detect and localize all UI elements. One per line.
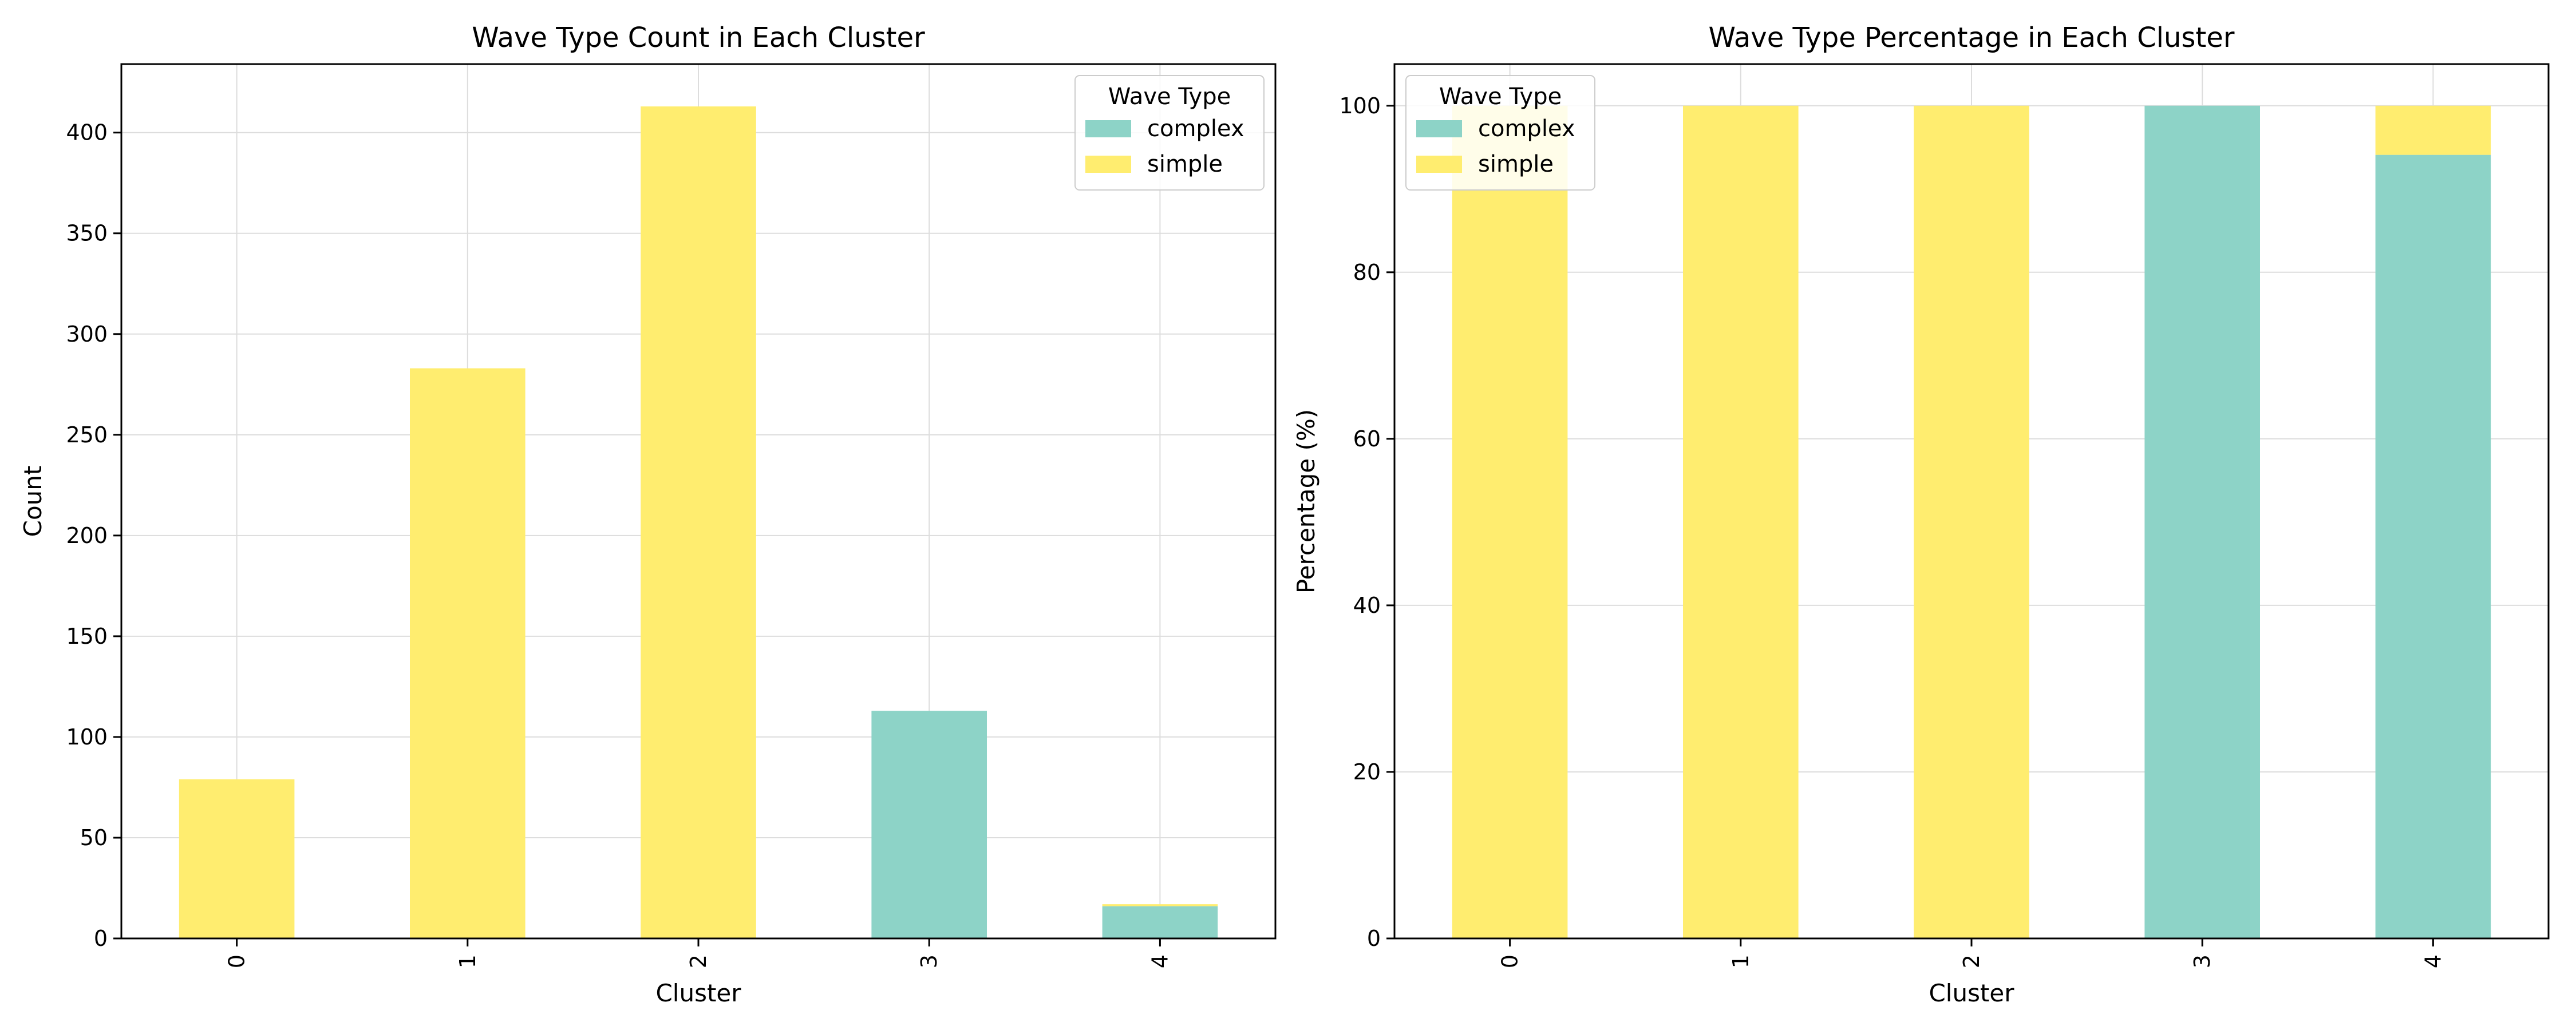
percentage-chart-panel: 0 20 40 60 80 100 0 1 2 3 4 Wave Type Percentage in… bbox=[1292, 22, 2550, 1007]
legend-label-complex: complex bbox=[1478, 116, 1575, 142]
bar-complex-cluster-3 bbox=[2144, 105, 2260, 938]
legend: Wave Type complex simple bbox=[1405, 75, 1595, 191]
x-tick-label: 2 bbox=[686, 954, 711, 968]
y-tick-label: 400 bbox=[66, 120, 108, 145]
legend-swatch-simple bbox=[1085, 156, 1131, 173]
x-axis-label: Cluster bbox=[655, 979, 741, 1007]
x-tick-label: 4 bbox=[1147, 954, 1172, 968]
legend-label-complex: complex bbox=[1147, 116, 1244, 142]
chart-title: Wave Type Count in Each Cluster bbox=[472, 22, 925, 54]
y-ticks: 0 50 100 150 200 250 300 350 400 bbox=[66, 120, 121, 951]
y-tick-label: 20 bbox=[1353, 759, 1381, 785]
y-tick-label: 250 bbox=[66, 422, 108, 447]
bar-complex-cluster-4 bbox=[2375, 154, 2491, 938]
y-axis-label: Count bbox=[19, 466, 47, 537]
y-tick-label: 300 bbox=[66, 322, 108, 347]
bar-complex-cluster-4 bbox=[1102, 906, 1218, 938]
x-tick-label: 3 bbox=[2190, 954, 2215, 968]
x-tick-label: 1 bbox=[455, 954, 480, 968]
y-axis-label: Percentage (%) bbox=[1292, 409, 1320, 593]
bars bbox=[179, 106, 1218, 938]
bar-simple-cluster-4 bbox=[2375, 105, 2491, 155]
count-chart-panel: 0 50 100 150 200 250 300 350 400 0 1 2 3 4 Wave Type C… bbox=[19, 22, 1277, 1007]
x-axis-label: Cluster bbox=[1929, 979, 2014, 1007]
bar-simple-cluster-1 bbox=[1683, 105, 1799, 938]
legend-title: Wave Type bbox=[1439, 84, 1562, 110]
legend-label-simple: simple bbox=[1478, 151, 1554, 177]
y-ticks: 0 20 40 60 80 100 bbox=[1339, 93, 1394, 951]
legend: Wave Type complex simple bbox=[1074, 75, 1265, 191]
y-tick-label: 80 bbox=[1353, 260, 1381, 285]
bar-simple-cluster-2 bbox=[1914, 105, 2029, 938]
x-tick-label: 1 bbox=[1728, 954, 1753, 968]
y-tick-label: 0 bbox=[94, 926, 108, 951]
x-tick-label: 0 bbox=[224, 954, 250, 968]
y-tick-label: 100 bbox=[1339, 93, 1381, 118]
bar-simple-cluster-1 bbox=[410, 368, 526, 938]
legend-label-simple: simple bbox=[1147, 151, 1223, 177]
y-tick-label: 50 bbox=[80, 825, 108, 850]
legend-swatch-simple bbox=[1416, 156, 1462, 173]
legend-swatch-complex bbox=[1416, 120, 1462, 137]
x-tick-label: 0 bbox=[1498, 954, 1523, 968]
x-tick-label: 2 bbox=[1959, 954, 1984, 968]
legend-swatch-complex bbox=[1085, 120, 1131, 137]
bars bbox=[1452, 105, 2491, 938]
x-ticks: 0 1 2 3 4 bbox=[1498, 938, 2445, 968]
bar-simple-cluster-0 bbox=[1452, 105, 1568, 938]
y-tick-label: 350 bbox=[66, 221, 108, 246]
legend-title: Wave Type bbox=[1108, 84, 1231, 110]
x-tick-label: 4 bbox=[2420, 954, 2445, 968]
y-tick-label: 0 bbox=[1367, 926, 1381, 951]
bar-simple-cluster-4 bbox=[1102, 904, 1218, 906]
y-tick-label: 100 bbox=[66, 724, 108, 750]
y-tick-label: 40 bbox=[1353, 593, 1381, 618]
x-ticks: 0 1 2 3 4 bbox=[224, 938, 1172, 968]
chart-title: Wave Type Percentage in Each Cluster bbox=[1709, 22, 2235, 54]
x-tick-label: 3 bbox=[916, 954, 942, 968]
y-tick-label: 150 bbox=[66, 624, 108, 649]
y-tick-label: 60 bbox=[1353, 426, 1381, 451]
bar-simple-cluster-0 bbox=[179, 779, 295, 938]
y-tick-label: 200 bbox=[66, 523, 108, 548]
bar-simple-cluster-2 bbox=[641, 106, 756, 938]
bar-complex-cluster-3 bbox=[871, 711, 987, 938]
